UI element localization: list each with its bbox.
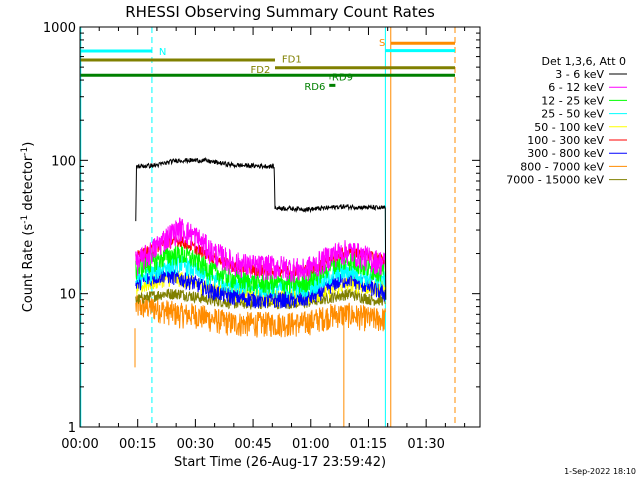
mode-label-fd2: FD2 xyxy=(251,65,271,76)
mode-label-fd1: FD1 xyxy=(282,55,302,66)
plot-area: N FD1 FD2 RD6 RD9 S xyxy=(80,27,456,427)
legend-label-100-300-kev: 100 - 300 keV xyxy=(527,134,604,147)
legend-label-12-25-kev: 12 - 25 keV xyxy=(541,94,604,107)
legend-label-50-100-kev: 50 - 100 keV xyxy=(534,121,604,134)
x-axis-label: Start Time (26-Aug-17 23:59:42) xyxy=(174,455,386,470)
plot-frame xyxy=(79,26,481,428)
series-800-7000-kev xyxy=(135,295,386,338)
legend-label-300-800-kev: 300 - 800 keV xyxy=(527,147,604,160)
mode-label-n: N xyxy=(159,47,166,58)
x-tick-label-01-30: 01:30 xyxy=(407,437,444,452)
y-tick-label-1: 1 xyxy=(68,421,76,436)
mode-label-s: S xyxy=(379,38,385,49)
series-6-12-kev xyxy=(135,217,386,283)
x-tick-label-00-45: 00:45 xyxy=(234,437,271,452)
legend-label-800-7000-kev: 800 - 7000 keV xyxy=(520,160,604,173)
mode-label-rd6: RD6 xyxy=(304,82,325,93)
x-tick-label-00-15: 00:15 xyxy=(119,437,156,452)
series-3-6-kev xyxy=(135,156,387,300)
legend-label-25-50-kev: 25 - 50 keV xyxy=(541,108,604,121)
timestamp: 1-Sep-2022 18:10 xyxy=(564,467,636,476)
series-300-800-kev xyxy=(135,267,386,309)
y-axis-label: Count Rate (s-1 detector-1) xyxy=(20,142,36,313)
x-axis: 00:00 00:15 00:30 00:45 01:00 01:15 01:30 xyxy=(61,27,466,452)
legend-label-3-6-kev: 3 - 6 keV xyxy=(555,68,604,81)
x-tick-label-00-30: 00:30 xyxy=(177,437,214,452)
legend-title: Det 1,3,6, Att 0 xyxy=(542,55,626,68)
y-tick-label-10: 10 xyxy=(59,288,76,303)
x-tick-label-01-15: 01:15 xyxy=(350,437,387,452)
series-12-25-kev xyxy=(135,244,386,295)
y-tick-label-1000: 1000 xyxy=(43,21,76,36)
legend-label-7000-15000-kev: 7000 - 15000 keV xyxy=(506,174,604,187)
chart-title: RHESSI Observing Summary Count Rates xyxy=(125,3,435,21)
x-tick-label-01-00: 01:00 xyxy=(292,437,329,452)
y-tick-label-100: 100 xyxy=(51,154,76,169)
mode-label-rd9: RD9 xyxy=(332,73,353,84)
y-axis: 1 10 100 1000 xyxy=(43,21,480,436)
x-tick-label-00-00: 00:00 xyxy=(61,437,98,452)
legend-label-6-12-kev: 6 - 12 keV xyxy=(548,81,604,94)
